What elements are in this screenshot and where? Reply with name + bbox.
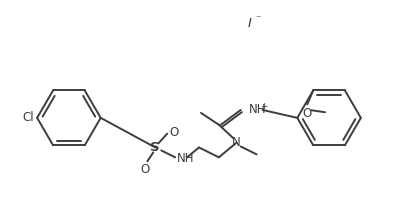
Text: O: O [302, 107, 312, 120]
Text: O: O [141, 163, 150, 176]
Text: O: O [169, 126, 178, 139]
Text: S: S [150, 141, 160, 154]
Text: ⁻: ⁻ [256, 14, 261, 24]
Text: Cl: Cl [23, 111, 34, 124]
Text: +: + [261, 102, 268, 111]
Text: NH: NH [249, 104, 266, 117]
Text: I: I [248, 17, 252, 30]
Text: N: N [232, 136, 241, 149]
Text: NH: NH [177, 152, 195, 165]
